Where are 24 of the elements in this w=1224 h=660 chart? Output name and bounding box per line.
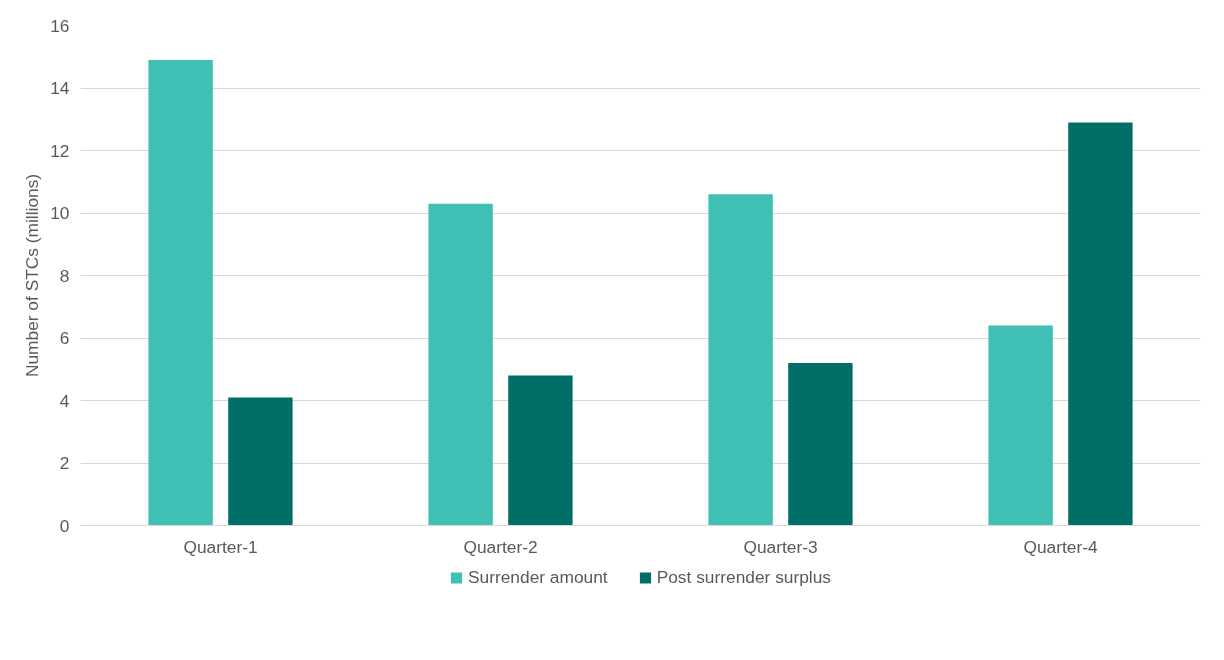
y-tick-label: 0 [59,515,70,536]
bar [428,203,493,526]
y-tick-label: 14 [50,78,70,98]
y-tick-label: 16 [50,15,70,36]
legend-label: Post surrender surplus [656,566,831,588]
x-tick-label: Quarter-2 [463,536,538,557]
bar [148,59,213,526]
legend-label: Surrender amount [468,566,608,588]
bar [788,363,853,526]
bar [1068,122,1133,526]
y-tick-label: 4 [59,390,70,411]
y-axis-title: Number of STCs (millions) [22,173,43,378]
y-tick-label: 8 [59,265,70,286]
bar [708,194,773,526]
x-tick-label: Quarter-4 [1023,536,1098,557]
bar [228,397,293,526]
y-tick-label: 10 [50,203,70,223]
bar [508,375,573,526]
x-tick-label: Quarter-1 [183,536,258,557]
bar [988,325,1053,526]
x-tick-label: Quarter-3 [743,536,818,557]
y-tick-label: 2 [59,453,70,473]
y-tick-label: 6 [59,328,70,348]
y-tick-label: 12 [50,140,70,161]
